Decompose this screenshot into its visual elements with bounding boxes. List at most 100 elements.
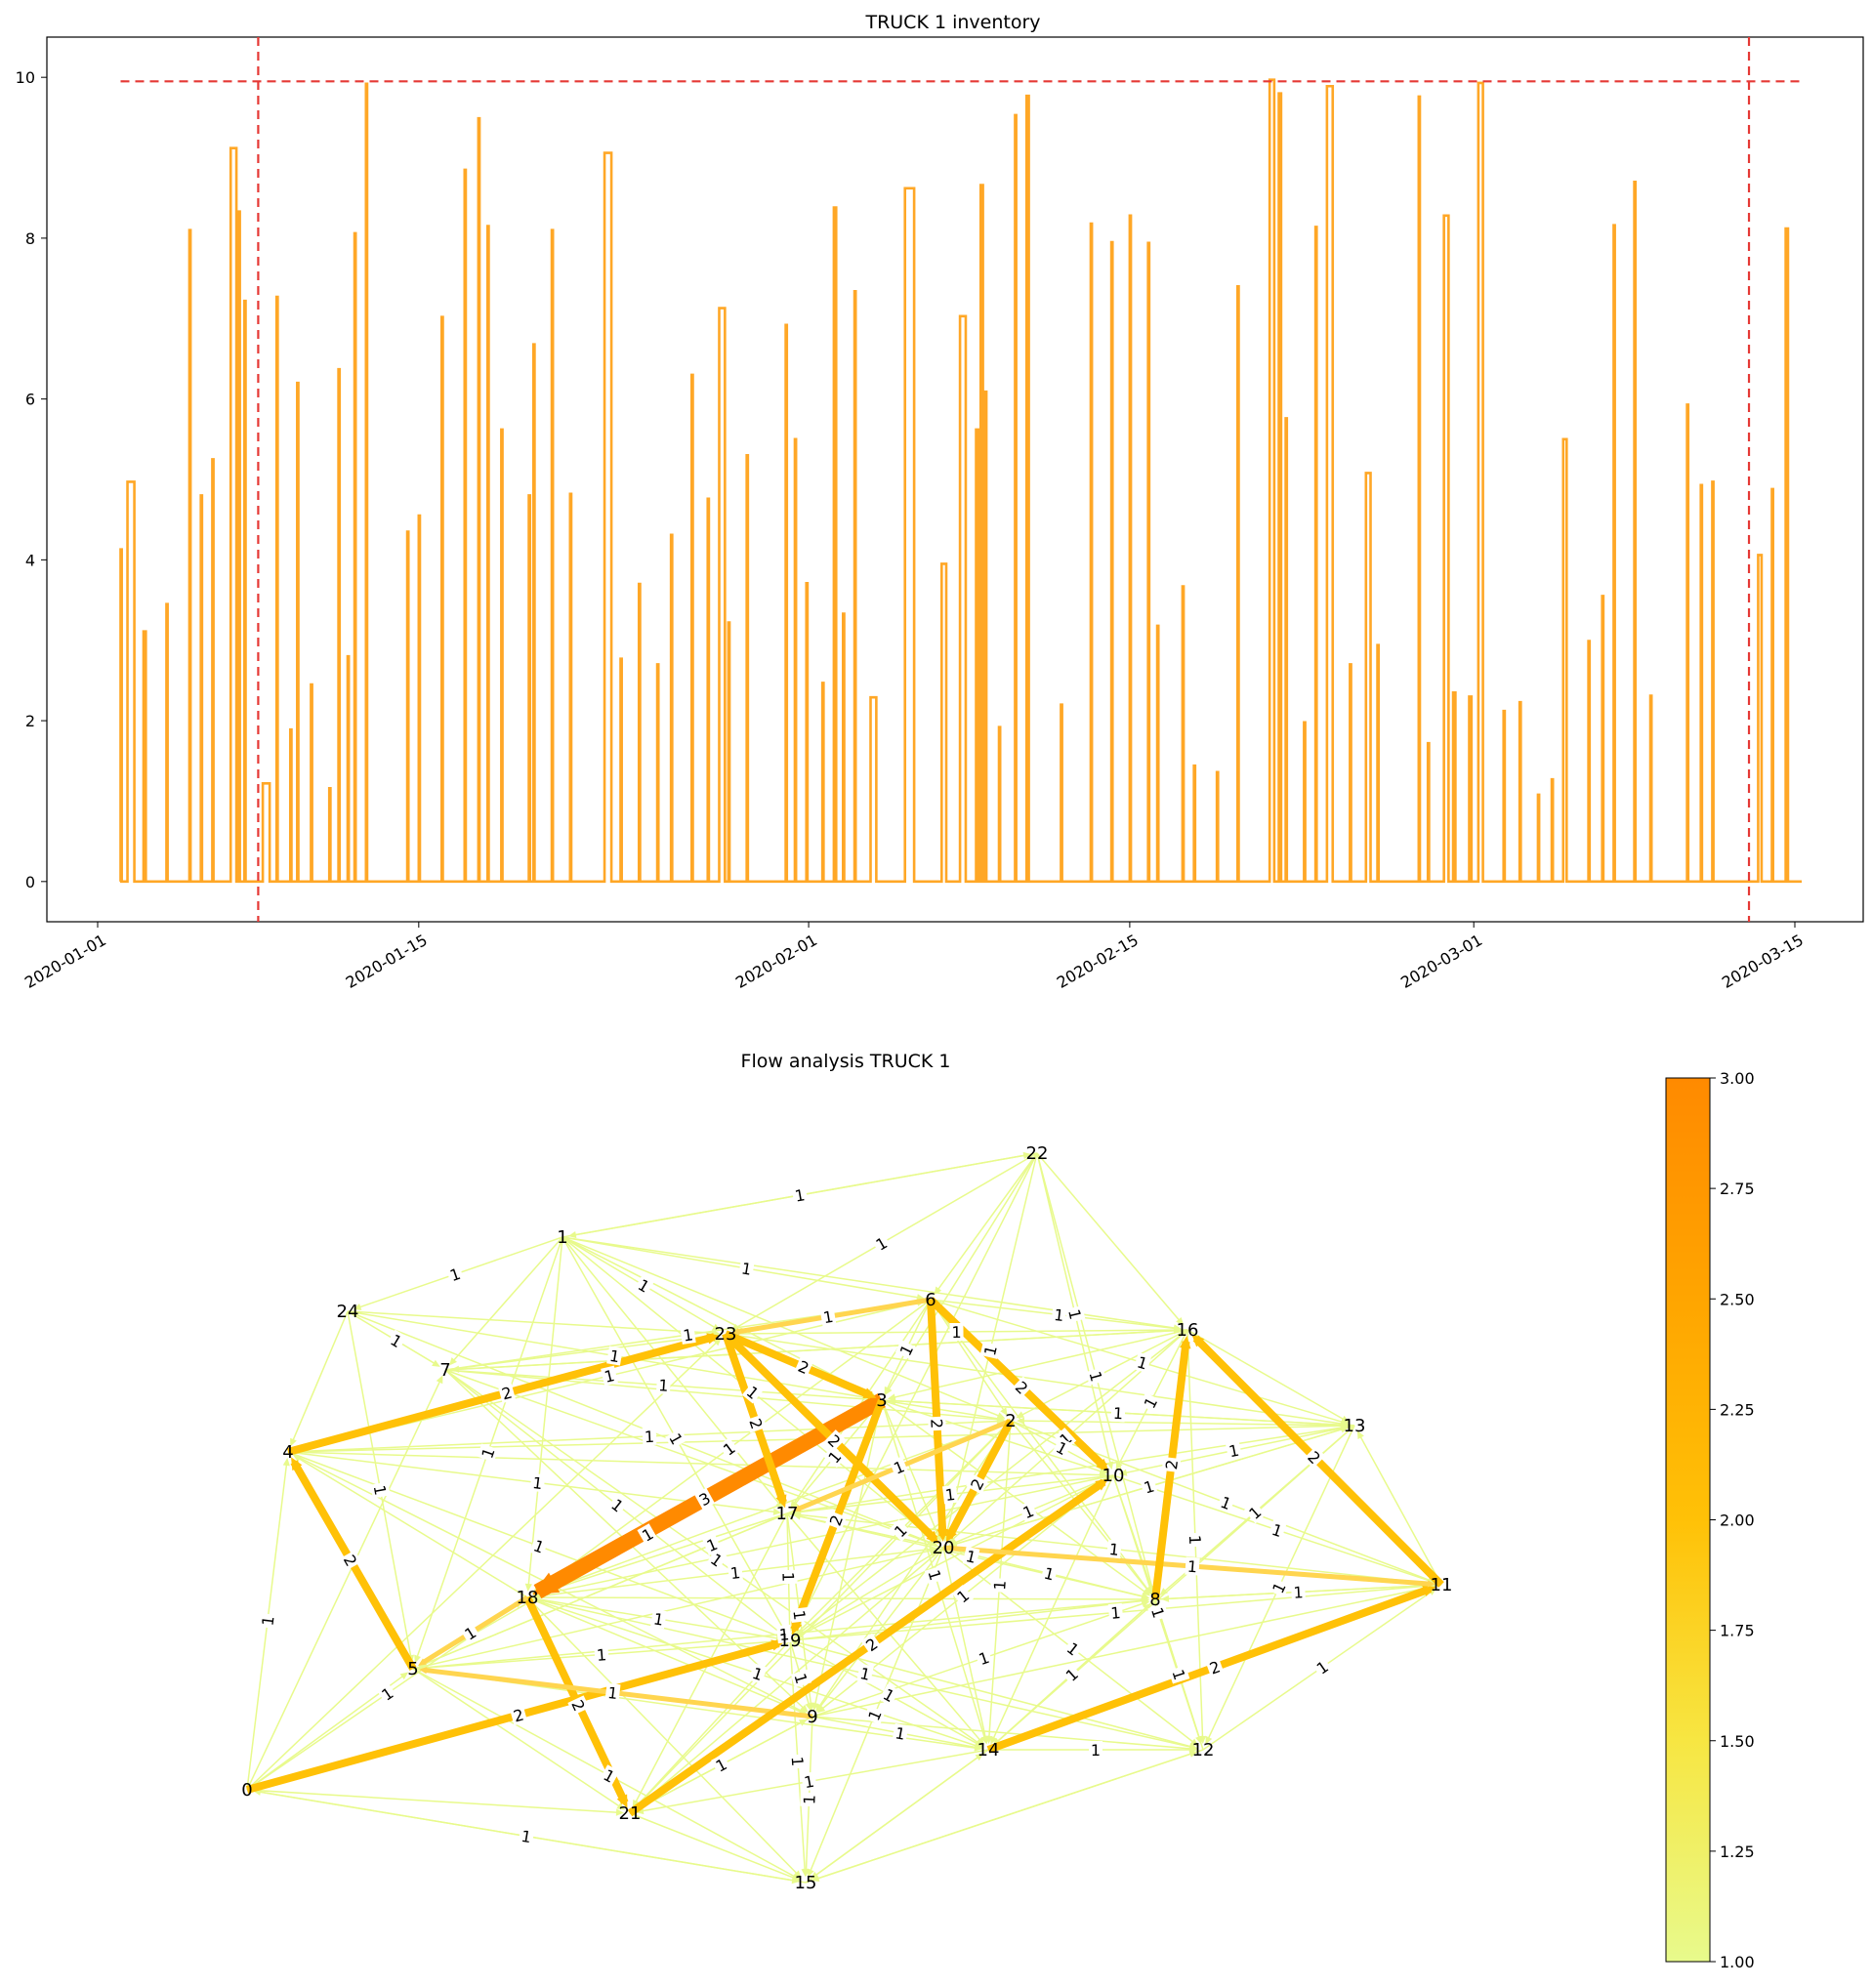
inventory-series bbox=[119, 78, 1803, 884]
edge-label-bg bbox=[823, 1445, 846, 1469]
edge-arrowhead bbox=[1000, 1407, 1008, 1416]
light-edge bbox=[629, 1812, 796, 1880]
colorbar-tick-label: 1.00 bbox=[1720, 1953, 1755, 1971]
edge-label-text: 1 bbox=[778, 1625, 790, 1644]
edge-arrowhead bbox=[862, 1387, 877, 1398]
light-edge bbox=[893, 1329, 1188, 1399]
node-label: 7 bbox=[439, 1360, 450, 1381]
edge-label-text: 1 bbox=[1227, 1441, 1241, 1462]
edge-label: 1 bbox=[990, 1577, 1010, 1594]
node-label: 0 bbox=[241, 1780, 252, 1801]
edge-arrowhead bbox=[1188, 1751, 1198, 1758]
edge-label: 1 bbox=[800, 1792, 819, 1807]
light-edge bbox=[881, 1399, 1102, 1473]
light-edge bbox=[789, 1553, 935, 1641]
x-tick-label: 2020-03-15 bbox=[1719, 931, 1807, 992]
edge-label-bg bbox=[650, 1608, 667, 1630]
light-edge bbox=[818, 1547, 944, 1708]
edge-arrowhead bbox=[1205, 1735, 1213, 1745]
edge-labels: 1 1 1 1 1 1 1 1 1 1 1 1 1 1 1 1 1 1 1 1 1 1 1 1 1 1 1 1 1 1 1 1 1 1 1 1 1 1 1 1… bbox=[258, 1184, 1333, 1846]
edge-label-text: 1 bbox=[821, 1307, 834, 1327]
edge-label: 1 bbox=[788, 1754, 808, 1769]
edge-label-bg bbox=[665, 1428, 687, 1450]
edge-label: 1 bbox=[1147, 1603, 1169, 1622]
node-label: 19 bbox=[779, 1631, 802, 1651]
edge-label-text: 1 bbox=[729, 1563, 741, 1583]
edge-label-bg bbox=[339, 1550, 362, 1571]
x-tick-label: 2020-02-15 bbox=[1054, 931, 1142, 992]
edge-arrowhead bbox=[1356, 1430, 1364, 1440]
edge-label: 1 bbox=[606, 1346, 623, 1366]
edge-label-text: 2 bbox=[512, 1705, 526, 1725]
edge-label: 1 bbox=[655, 1376, 672, 1395]
edge-arrowhead bbox=[615, 1808, 625, 1816]
light-edge bbox=[297, 1457, 528, 1598]
node-label: 9 bbox=[807, 1707, 817, 1727]
edge-label-bg bbox=[894, 1340, 918, 1360]
plot-frame bbox=[46, 36, 1864, 923]
edge-arrowhead bbox=[798, 1719, 808, 1726]
edge-label-bg bbox=[779, 1569, 798, 1585]
edge-arrowhead bbox=[975, 1753, 984, 1761]
edge-arrowhead bbox=[772, 1508, 782, 1515]
edge-arrowhead bbox=[1189, 1738, 1199, 1747]
x-tick-label: 2020-01-01 bbox=[21, 931, 109, 992]
edge-arrowhead bbox=[353, 1304, 362, 1310]
edge-label-bg bbox=[990, 1577, 1009, 1594]
edge-label-bg bbox=[711, 1754, 731, 1776]
edge-label-text: 1 bbox=[1053, 1305, 1064, 1325]
edge-arrowhead bbox=[1095, 1478, 1109, 1491]
edge-label-text: 1 bbox=[1042, 1564, 1056, 1585]
edge-label-text: 1 bbox=[789, 1609, 809, 1621]
light-edge bbox=[412, 1549, 933, 1670]
edge-arrowhead bbox=[1099, 1468, 1108, 1475]
light-edge bbox=[786, 1512, 981, 1742]
light-edge bbox=[1036, 1152, 1181, 1322]
edge-label: 1 bbox=[1107, 1602, 1124, 1623]
light-edge bbox=[789, 1599, 1144, 1641]
edge-label-text: 1 bbox=[944, 1485, 956, 1505]
colorbar-tick-label: 1.25 bbox=[1720, 1843, 1755, 1861]
light-edge bbox=[813, 1399, 883, 1706]
edge-arrowhead bbox=[790, 1500, 799, 1510]
edge-label-bg bbox=[1110, 1403, 1126, 1423]
edge-label-text: 1 bbox=[1108, 1540, 1120, 1559]
edge-label: 1 bbox=[748, 1663, 768, 1684]
light-edge bbox=[637, 1420, 1012, 1805]
edge-label-bg bbox=[604, 1682, 621, 1703]
edge-label-bg bbox=[370, 1481, 391, 1499]
edge-label: 1 bbox=[258, 1612, 278, 1630]
edge-label-bg bbox=[1011, 1376, 1033, 1399]
edge-label: 1 bbox=[889, 1456, 909, 1478]
edge-label-bg bbox=[1051, 1305, 1067, 1325]
edge-label-bg bbox=[889, 1519, 912, 1542]
edge-label-bg bbox=[637, 1523, 658, 1546]
edge-label: 1 bbox=[1086, 1367, 1106, 1386]
edge-label-bg bbox=[1089, 1741, 1102, 1759]
node-label: 20 bbox=[933, 1538, 955, 1558]
edge-label-text: 1 bbox=[800, 1795, 818, 1805]
edge-arrowhead bbox=[418, 1658, 427, 1666]
edge-arrowhead bbox=[1340, 1426, 1350, 1433]
edge-label-bg bbox=[606, 1346, 623, 1366]
colorbar-tick-label: 1.50 bbox=[1720, 1732, 1755, 1751]
edge-label: 2 bbox=[1161, 1456, 1182, 1473]
edge-label-text: 1 bbox=[603, 1366, 616, 1387]
edge-label: 1 bbox=[1168, 1665, 1190, 1684]
edge-label: 1 bbox=[1268, 1577, 1290, 1598]
light-edge bbox=[798, 1514, 944, 1549]
edge-label-text: 1 bbox=[803, 1772, 815, 1792]
x-tick-label: 2020-01-15 bbox=[343, 931, 431, 992]
edge-arrowhead bbox=[448, 1357, 457, 1366]
edge-label-bg bbox=[445, 1263, 465, 1285]
edge-label-bg bbox=[979, 1342, 1001, 1359]
node-label: 11 bbox=[1431, 1575, 1453, 1595]
edge-label: 1 bbox=[594, 1645, 609, 1665]
edge-label-bg bbox=[477, 1443, 499, 1463]
edge-label: 1 bbox=[606, 1494, 629, 1516]
edge-label: 1 bbox=[1052, 1436, 1072, 1460]
edge-label-text: 1 bbox=[788, 1756, 808, 1766]
edge-label-text: 1 bbox=[1186, 1535, 1204, 1546]
edge-label-bg bbox=[1216, 1492, 1236, 1513]
